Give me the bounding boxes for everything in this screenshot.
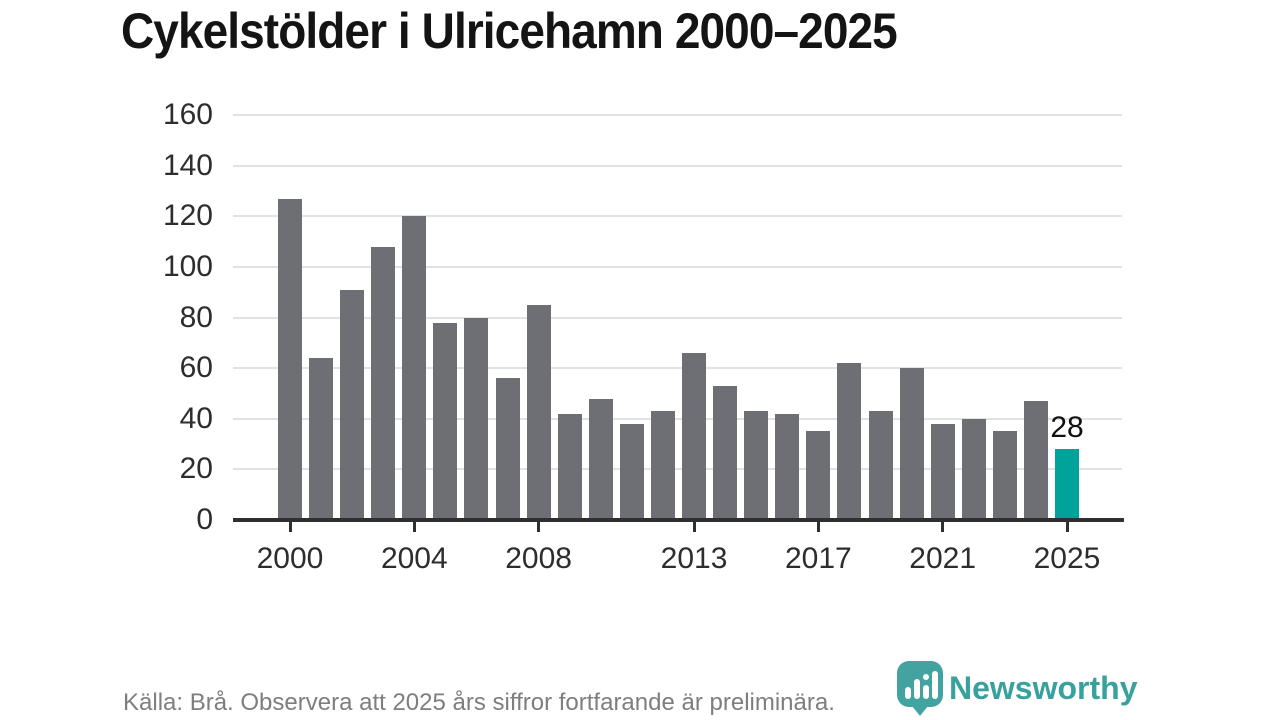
bar-2006	[464, 317, 489, 520]
bar-2000	[278, 198, 302, 520]
chart-title: Cykelstölder i Ulricehamn 2000–2025	[121, 3, 898, 59]
gridline	[233, 417, 1122, 420]
bar-2021	[930, 423, 955, 520]
x-axis-tick	[288, 522, 292, 532]
y-axis-tick-label: 80	[179, 300, 213, 334]
gridline	[233, 215, 1122, 218]
logo-bar	[905, 687, 911, 699]
logo-dot	[923, 674, 929, 680]
bar-2003	[371, 246, 396, 520]
highlight-value-label: 28	[1050, 411, 1084, 445]
bar-2005	[433, 322, 458, 520]
bar-2010	[588, 398, 613, 520]
bar-chart-speech-bubble-icon	[897, 661, 943, 716]
x-axis-tick	[816, 522, 820, 532]
newsworthy-logo-text: Newsworthy	[949, 670, 1138, 706]
bar-2002	[340, 289, 365, 520]
x-axis-tick-label: 2013	[660, 542, 728, 575]
y-axis-tick-label: 140	[162, 148, 213, 182]
x-axis-tick	[941, 522, 945, 532]
x-axis-tick	[537, 522, 541, 532]
bar-2018	[837, 363, 862, 520]
x-axis-tick-label: 2017	[784, 542, 852, 575]
y-axis-tick-label: 0	[196, 503, 213, 536]
bar-2019	[868, 411, 893, 520]
logo-bar	[923, 685, 929, 699]
y-axis-tick-label: 20	[179, 452, 213, 486]
bar-2020	[899, 368, 924, 520]
bar-2025	[1055, 449, 1079, 520]
x-axis-tick-label: 2000	[256, 542, 324, 575]
bar-2016	[775, 413, 800, 520]
y-axis-tick-label: 40	[179, 401, 213, 435]
bar-2004	[402, 216, 427, 520]
bar-2012	[650, 411, 675, 520]
bar-2015	[744, 411, 769, 520]
x-axis-tick-label: 2004	[380, 542, 448, 575]
bar-2014	[713, 385, 738, 520]
gridline	[233, 316, 1122, 319]
gridline	[233, 265, 1122, 268]
bar-2017	[806, 431, 831, 520]
bar-2008	[526, 304, 551, 520]
y-axis-tick-label: 100	[162, 249, 213, 283]
logo-bar	[932, 671, 938, 699]
gridline	[233, 164, 1122, 167]
bar-2024	[1023, 401, 1048, 520]
bar-2011	[619, 423, 644, 520]
x-axis-tick	[412, 522, 416, 532]
logo-bar	[914, 679, 920, 699]
x-axis-line	[233, 518, 1124, 522]
y-axis-tick-label: 160	[162, 98, 213, 131]
x-axis-tick-label: 2008	[505, 542, 572, 575]
gridline	[233, 367, 1122, 370]
x-axis-tick	[1065, 522, 1069, 532]
bar-2022	[961, 418, 986, 520]
x-axis-tick-label: 2021	[909, 542, 977, 575]
bar-2013	[682, 352, 707, 520]
x-axis-tick-label: 2025	[1033, 542, 1101, 575]
y-axis-tick-label: 120	[162, 199, 213, 233]
gridline	[233, 114, 1122, 116]
source-note: Källa: Brå. Observera att 2025 års siffr…	[123, 689, 835, 716]
y-axis-tick-label: 60	[179, 351, 213, 385]
bar-2023	[992, 431, 1017, 520]
bar-2001	[309, 358, 334, 520]
gridline	[233, 468, 1122, 471]
bar-2007	[495, 378, 520, 520]
x-axis-tick	[692, 522, 696, 532]
bar-2009	[557, 413, 582, 520]
